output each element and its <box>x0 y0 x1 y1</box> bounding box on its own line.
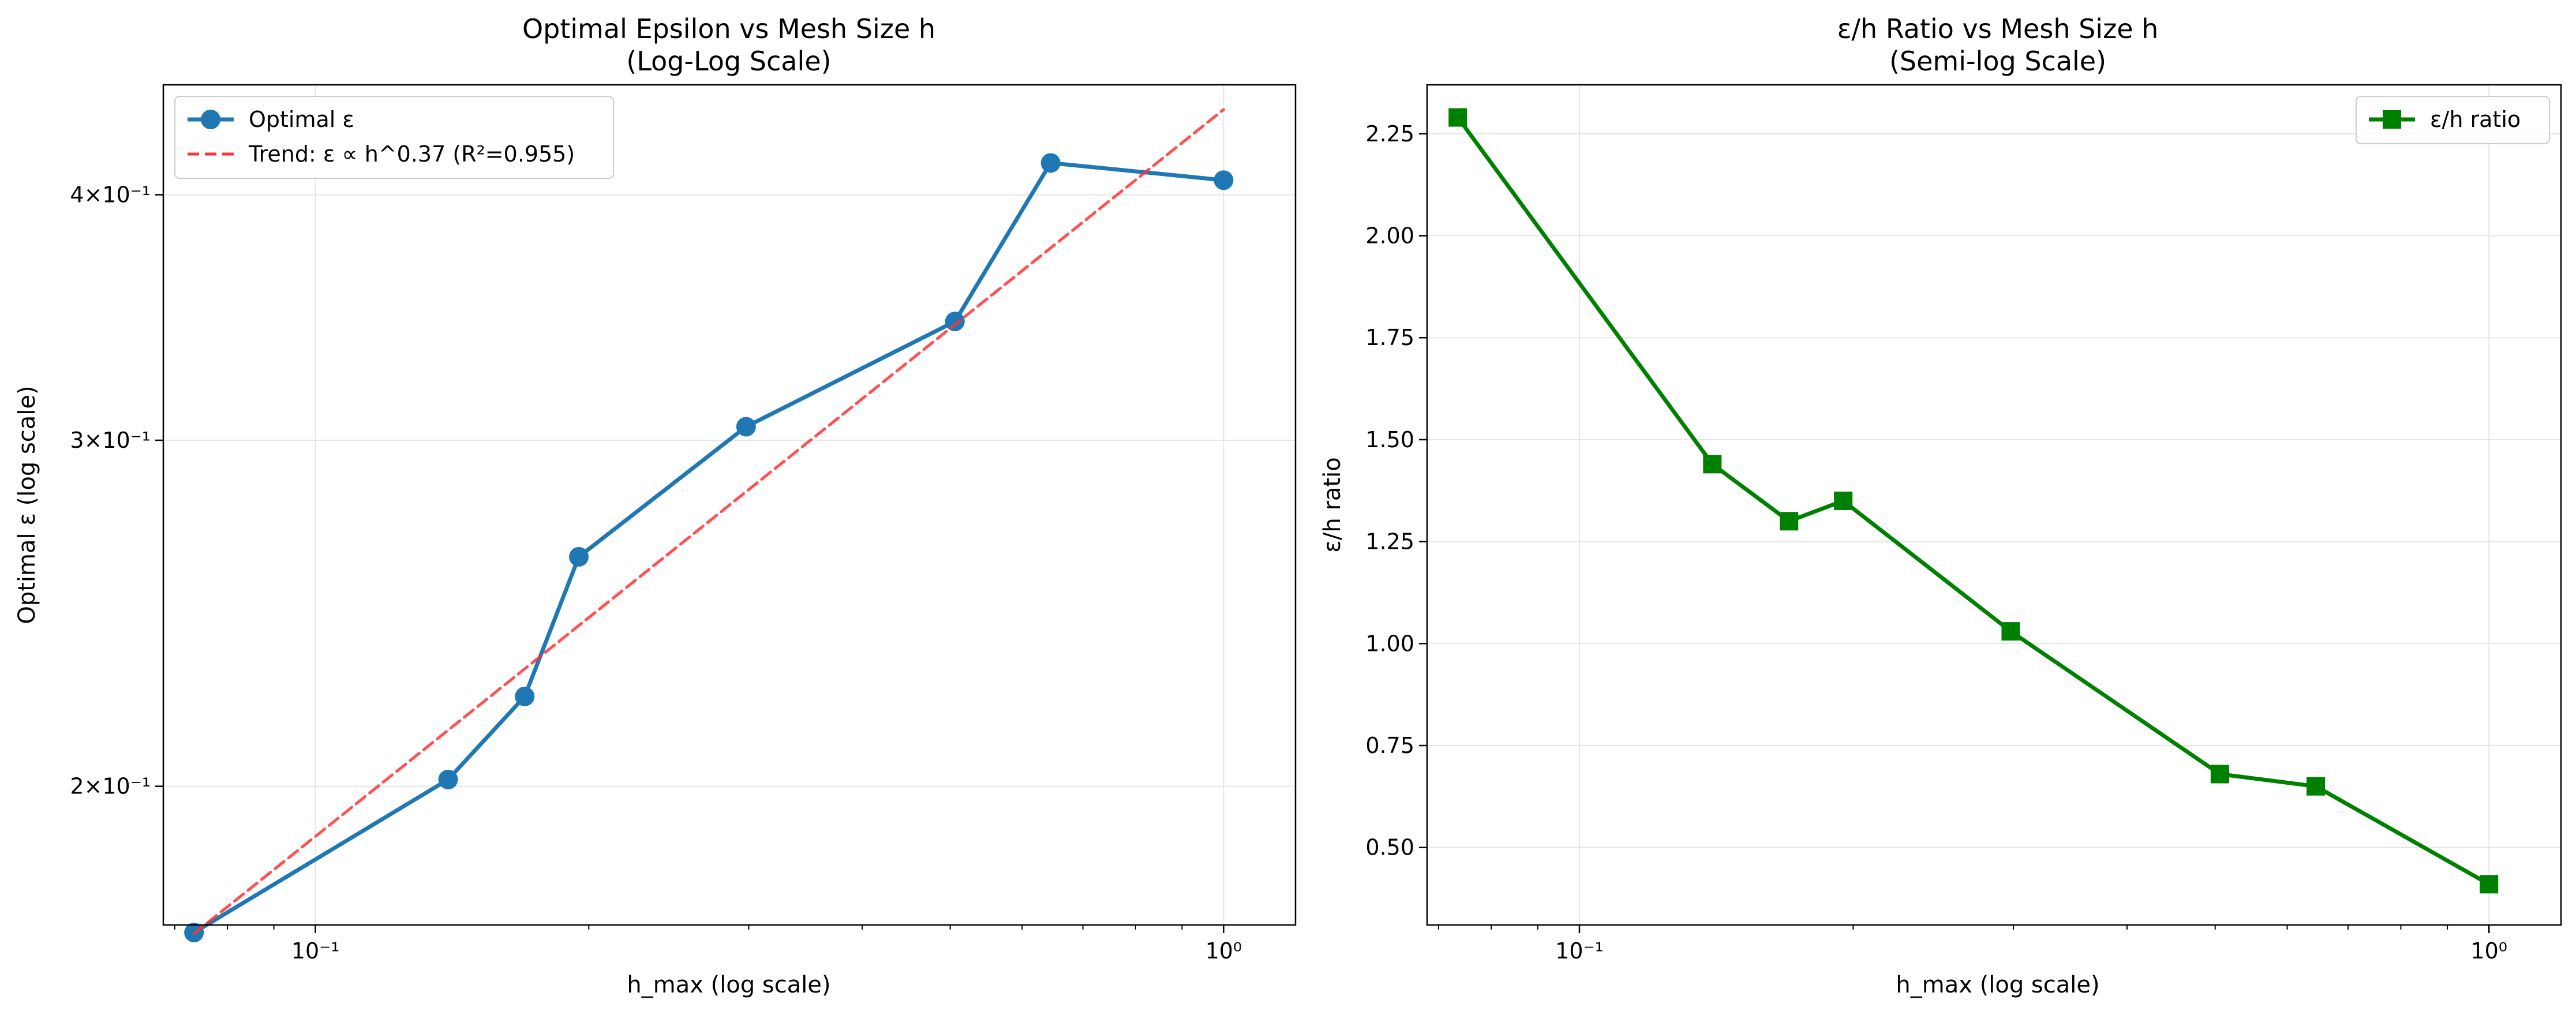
data-point <box>1780 512 1799 531</box>
x-tick-label: 10⁻¹ <box>1555 938 1604 964</box>
left-chart-title: Optimal Epsilon vs Mesh Size h <box>522 13 935 44</box>
y-tick-label: 3×10⁻¹ <box>70 428 151 453</box>
data-point <box>1834 491 1853 510</box>
left-axes-frame <box>162 84 1297 926</box>
left-x-ticks: 10⁻¹ 10⁰ <box>174 925 1242 964</box>
right-chart-subtitle: (Semi-log Scale) <box>1889 46 2106 77</box>
data-point <box>1040 153 1061 173</box>
data-point <box>736 417 756 437</box>
legend-label: Trend: ε ∝ h^0.37 (R²=0.955) <box>248 141 575 167</box>
series-line <box>1455 115 2491 886</box>
y-tick-label: 0.50 <box>1365 835 1414 860</box>
y-tick-label: 1.75 <box>1365 325 1414 350</box>
data-point <box>569 546 589 567</box>
y-tick-label: 2×10⁻¹ <box>70 774 151 799</box>
data-point <box>515 686 535 706</box>
y-tick-label: 0.75 <box>1365 733 1414 758</box>
x-tick-label: 10⁰ <box>2470 938 2507 964</box>
data-point <box>1448 108 1467 127</box>
legend-marker <box>2383 110 2401 129</box>
right-chart-title: ε/h Ratio vs Mesh Size h <box>1837 13 2159 44</box>
legend-box <box>2356 96 2550 144</box>
right-x-axis-label: h_max (log scale) <box>1896 972 2099 998</box>
left-legend: Optimal ε Trend: ε ∝ h^0.37 (R²=0.955) <box>174 96 614 179</box>
right-plot-area <box>1448 108 2499 894</box>
legend-marker <box>201 110 220 129</box>
data-point <box>945 312 965 332</box>
y-tick-label: 2.25 <box>1365 121 1414 147</box>
right-legend: ε/h ratio <box>2356 96 2550 144</box>
left-chart-panel: Optimal Epsilon vs Mesh Size h (Log-Log … <box>14 13 1297 998</box>
series-line <box>192 108 1225 935</box>
y-tick-label: 1.50 <box>1365 427 1414 452</box>
right-x-ticks: 10⁻¹ 10⁰ <box>1437 925 2507 964</box>
data-point <box>2480 875 2499 894</box>
legend-label: Optimal ε <box>249 107 354 132</box>
data-point <box>2307 777 2326 796</box>
right-chart-panel: ε/h Ratio vs Mesh Size h (Semi-log Scale… <box>1319 13 2562 998</box>
left-x-axis-label: h_max (log scale) <box>627 972 830 998</box>
left-chart-subtitle: (Log-Log Scale) <box>626 46 831 77</box>
data-point <box>438 769 458 789</box>
legend-box <box>174 96 614 179</box>
y-tick-label: 1.25 <box>1365 529 1414 555</box>
y-tick-label: 1.00 <box>1365 631 1414 656</box>
right-y-ticks: 0.50 0.75 1.00 1.25 1.50 1.75 2.00 2.25 <box>1365 121 1427 860</box>
right-y-axis-label: ε/h ratio <box>1319 457 1346 552</box>
right-axes-frame <box>1426 84 2562 926</box>
data-point <box>1703 455 1722 474</box>
left-plot-area <box>184 108 1234 943</box>
data-point <box>2210 765 2229 784</box>
y-tick-label: 4×10⁻¹ <box>70 182 151 208</box>
x-tick-label: 10⁻¹ <box>291 938 340 964</box>
x-tick-label: 10⁰ <box>1205 938 1242 964</box>
series-line <box>192 160 1226 935</box>
data-point <box>1214 170 1234 190</box>
legend-label: ε/h ratio <box>2430 107 2521 132</box>
left-y-axis-label: Optimal ε (log scale) <box>14 385 40 624</box>
y-tick-label: 2.00 <box>1365 223 1414 249</box>
data-point <box>2001 622 2020 641</box>
left-y-ticks: 2×10⁻¹ 3×10⁻¹ 4×10⁻¹ <box>70 182 163 799</box>
